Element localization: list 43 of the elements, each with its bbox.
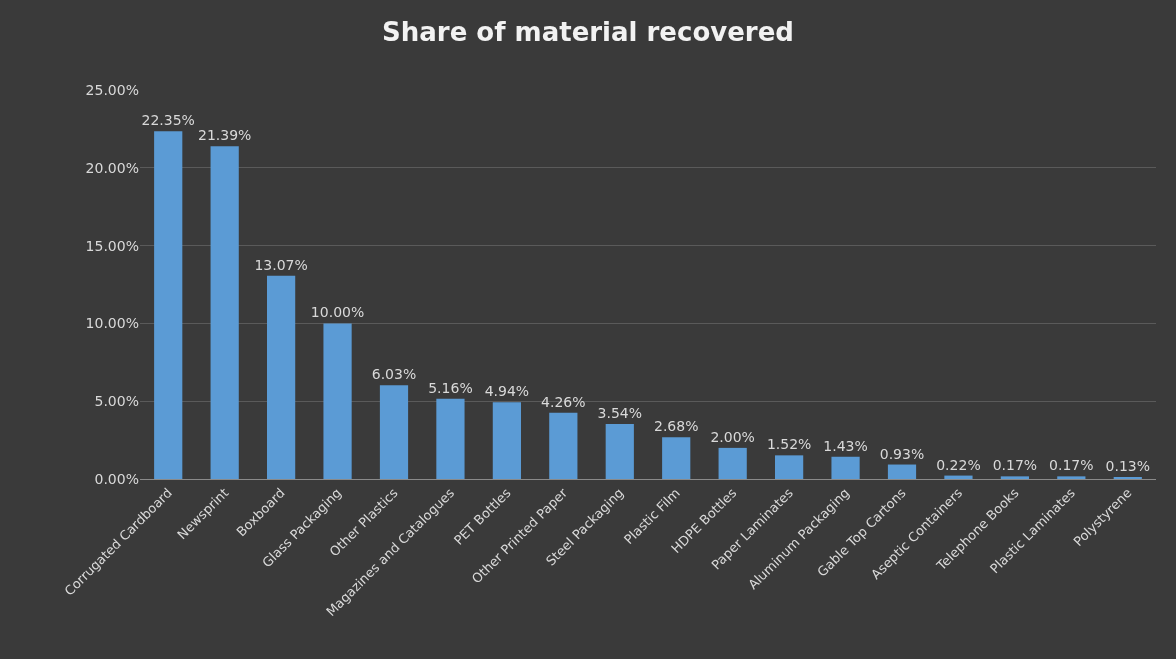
y-tick-label: 25.00% [85, 81, 139, 98]
bar [323, 323, 352, 479]
bar [887, 464, 917, 479]
data-label: 21.39% [197, 127, 252, 144]
data-label: 0.93% [879, 445, 925, 462]
data-label: 0.17% [1049, 457, 1094, 474]
bar [1000, 476, 1029, 479]
bar [549, 412, 578, 479]
chart-title: Share of material recovered [382, 17, 794, 48]
bar [605, 423, 634, 479]
bar [492, 402, 521, 479]
data-label: 10.00% [310, 304, 365, 321]
data-label: 6.03% [371, 366, 417, 383]
bar [831, 456, 860, 479]
bar [379, 385, 409, 479]
data-label: 2.68% [653, 418, 699, 435]
bar [154, 131, 183, 479]
bar [944, 475, 973, 479]
y-tick-label: 20.00% [85, 159, 139, 176]
y-tick-label: 15.00% [85, 237, 139, 254]
data-label: 0.13% [1105, 457, 1151, 474]
y-tick-label: 10.00% [85, 315, 139, 332]
y-tick-label: 5.00% [94, 393, 139, 410]
data-label: 13.07% [254, 256, 308, 273]
bar [267, 275, 296, 479]
data-label: 5.16% [428, 379, 473, 396]
bar [1057, 476, 1086, 479]
data-label: 4.26% [541, 393, 586, 410]
data-label: 0.22% [936, 456, 981, 473]
data-label: 1.52% [766, 436, 812, 453]
bar [436, 398, 465, 479]
data-label: 22.35% [141, 112, 195, 129]
bar [775, 455, 804, 479]
data-label: 1.43% [823, 437, 868, 454]
bar [662, 437, 691, 479]
bar [718, 447, 747, 479]
data-label: 0.17% [992, 457, 1038, 474]
data-label: 3.54% [597, 404, 643, 421]
bar [1113, 476, 1142, 479]
y-tick-label: 0.00% [94, 470, 139, 487]
data-label: 4.94% [484, 383, 530, 400]
bar [210, 146, 239, 479]
data-label: 2.00% [710, 428, 755, 445]
